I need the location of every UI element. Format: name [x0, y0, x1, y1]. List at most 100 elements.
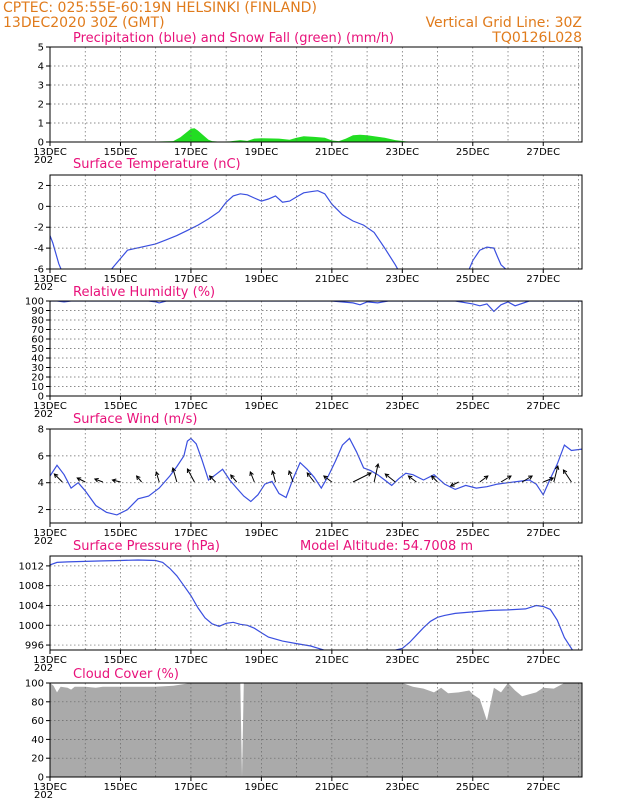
wind-arrow-19	[430, 475, 438, 483]
header-location: CPTEC: 025:55E-60:19N HELSINKI (FINLAND)	[3, 0, 317, 16]
wind-title: Surface Wind (m/s)	[73, 412, 197, 427]
precipitation-frame	[49, 46, 583, 143]
header-model-code: TQ0126L028	[491, 30, 582, 46]
temperature-title: Surface Temperature (nC)	[73, 157, 241, 172]
precipitation-ytick-label: 0	[38, 138, 44, 149]
pressure-xtick-label: 17DEC	[174, 655, 208, 666]
wind-arrow-4	[135, 475, 142, 483]
pressure-ytick-label: 996	[25, 641, 44, 652]
pressure-xtick-label: 15DEC	[104, 655, 138, 666]
precipitation-xtick-label: 17DEC	[174, 147, 208, 158]
wind-xtick-label: 15DEC	[104, 528, 138, 539]
precipitation-xtick-label: 13DEC	[33, 147, 67, 158]
wind-arrow-17	[384, 473, 396, 483]
wind-arrow-14	[323, 475, 333, 483]
temperature-xtick-label: 17DEC	[174, 274, 208, 285]
humidity-ytick-label: 60	[31, 335, 44, 346]
cloud-cover-ytick-label: 100	[25, 679, 44, 690]
wind-arrow-15	[352, 472, 372, 483]
wind-xtick-label: 17DEC	[174, 528, 208, 539]
cloud-cover-xtick-label: 27DEC	[526, 782, 560, 793]
wind-frame	[49, 428, 583, 524]
pressure-xtick-label: 23DEC	[385, 655, 419, 666]
humidity-xtick-label: 15DEC	[104, 401, 138, 412]
pressure-plot-area	[50, 559, 574, 650]
precipitation-xtick-label: 19DEC	[245, 147, 279, 158]
model-altitude-label: Model Altitude: 54.7008 m	[300, 539, 473, 554]
humidity-xtick-label: 19DEC	[245, 401, 279, 412]
temperature-ytick-label: 0	[38, 202, 44, 213]
temperature-xtick-label: 25DEC	[456, 274, 490, 285]
temperature-year-label: 202	[34, 282, 53, 293]
pressure-ytick-label: 1008	[19, 581, 44, 592]
humidity-year-label: 202	[34, 409, 53, 420]
temperature-xtick-label: 21DEC	[315, 274, 349, 285]
cloud-cover-xtick-label: 15DEC	[104, 782, 138, 793]
humidity-ytick-label: 0	[38, 392, 44, 403]
precipitation-xtick-label: 23DEC	[385, 147, 419, 158]
wind-arrow-10	[249, 471, 255, 483]
cloud-cover-title: Cloud Cover (%)	[73, 667, 179, 682]
temperature-frame	[49, 174, 583, 270]
humidity-ytick-label: 50	[31, 344, 44, 355]
precipitation-ytick-label: 4	[38, 62, 44, 73]
wind-arrow-9	[230, 474, 238, 483]
wind-arrow-16	[373, 462, 380, 483]
humidity-panel: Relative Humidity (%) 010203040506070809…	[25, 285, 583, 420]
wind-arrow-26	[562, 469, 572, 483]
wind-arrow-7	[186, 468, 195, 483]
wind-ytick-label: 8	[38, 425, 44, 436]
precipitation-plot-area	[50, 128, 582, 142]
precipitation-ytick-label: 3	[38, 81, 44, 92]
humidity-title: Relative Humidity (%)	[73, 285, 215, 300]
temperature-ytick-label: -6	[34, 265, 44, 276]
wind-xtick-label: 27DEC	[526, 528, 560, 539]
pressure-ytick-label: 1012	[19, 561, 44, 572]
cloud-cover-xtick-label: 13DEC	[33, 782, 67, 793]
cloud-cover-xtick-label: 19DEC	[245, 782, 279, 793]
humidity-ytick-label: 40	[31, 354, 44, 365]
wind-arrow-20	[449, 481, 459, 487]
header-grid-note: Vertical Grid Line: 30Z	[426, 15, 582, 31]
pressure-xtick-label: 13DEC	[33, 655, 67, 666]
cloud-cover-ytick-label: 0	[38, 773, 44, 784]
header-date: 13DEC2020 30Z (GMT)	[3, 15, 165, 31]
humidity-ytick-label: 90	[31, 306, 44, 317]
humidity-ytick-label: 70	[31, 325, 44, 336]
wind-arrow-8	[208, 475, 216, 483]
humidity-xtick-label: 13DEC	[33, 401, 67, 412]
cloud-cover-panel: Cloud Cover (%) 0 20 40 60 80 100 13DEC 15DEC 17…	[25, 667, 583, 800]
precipitation-ytick-label: 1	[38, 119, 44, 130]
pressure-ytick-label: 1004	[19, 601, 44, 612]
wind-ytick-label: 2	[38, 505, 44, 516]
pressure-title: Surface Pressure (hPa)	[73, 539, 220, 554]
cloud-cover-ytick-label: 40	[31, 735, 44, 746]
cloud-cover-frame	[49, 682, 583, 778]
temperature-ytick-label: 2	[38, 181, 44, 192]
wind-arrow-18	[407, 475, 417, 483]
wind-plot-area	[50, 437, 582, 516]
wind-ytick-label: 4	[38, 478, 44, 489]
wind-arrow-11	[271, 469, 276, 483]
wind-arrow-23	[521, 475, 534, 483]
humidity-xtick-label: 21DEC	[315, 401, 349, 412]
cloud-cover-series-cloud-cover	[50, 683, 582, 777]
humidity-series-line	[50, 301, 582, 313]
wind-panel: Surface Wind (m/s) 2 4 6 8 13DEC 15DEC 17DEC 19…	[33, 412, 583, 547]
cloud-cover-plot-area	[50, 683, 582, 777]
pressure-panel: Surface Pressure (hPa) Model Altitude: 5…	[19, 539, 583, 674]
wind-ytick-label: 6	[38, 451, 44, 462]
humidity-ytick-label: 10	[31, 382, 44, 393]
humidity-ytick-label: 20	[31, 373, 44, 384]
humidity-xtick-label: 23DEC	[385, 401, 419, 412]
precipitation-ytick-label: 5	[38, 43, 44, 54]
temperature-xtick-label: 19DEC	[245, 274, 279, 285]
wind-series-line	[50, 437, 582, 516]
wind-arrow-13	[306, 472, 315, 483]
pressure-year-label: 202	[34, 663, 53, 674]
wind-arrow-22	[500, 475, 512, 483]
temperature-xtick-label: 27DEC	[526, 274, 560, 285]
pressure-xtick-label: 25DEC	[456, 655, 490, 666]
wind-arrow-2	[93, 477, 104, 483]
